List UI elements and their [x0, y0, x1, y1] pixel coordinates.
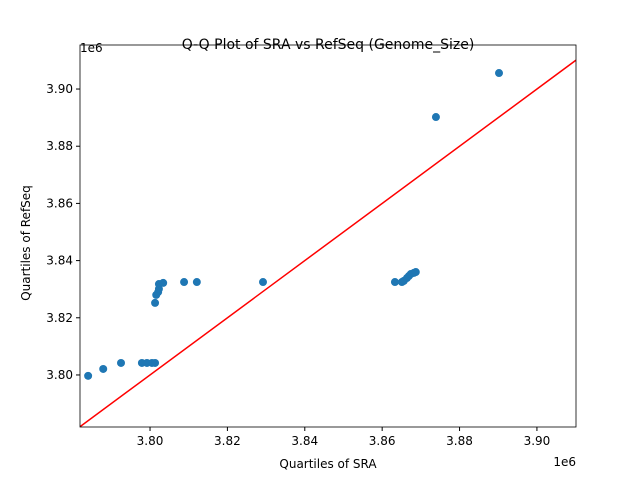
point — [390, 278, 399, 287]
point — [259, 278, 268, 287]
point — [151, 298, 160, 307]
point — [84, 371, 93, 380]
point — [117, 358, 126, 367]
point — [151, 358, 160, 367]
x-tick-label: 3.88 — [446, 434, 473, 448]
x-tick-label: 3.80 — [137, 434, 164, 448]
y-offset: 1e6 — [80, 41, 103, 55]
point — [431, 113, 440, 122]
x-tick-label: 3.84 — [291, 434, 318, 448]
x-axis-label: Quartiles of SRA — [279, 457, 377, 471]
x-tick-label: 3.90 — [524, 434, 551, 448]
reference-line — [80, 59, 576, 427]
y-axis-label: Quartiles of RefSeq — [19, 185, 33, 301]
x-offset: 1e6 — [553, 455, 576, 469]
y-tick-label: 3.84 — [46, 254, 73, 268]
y-tick-label: 3.80 — [46, 368, 73, 382]
point — [411, 268, 420, 277]
point — [99, 364, 108, 373]
point — [159, 278, 168, 287]
point — [192, 278, 201, 287]
y-tick-label: 3.86 — [46, 196, 73, 210]
x-tick-label: 3.82 — [214, 434, 241, 448]
y-tick-label: 3.90 — [46, 82, 73, 96]
point — [495, 69, 504, 78]
y-tick-label: 3.88 — [46, 139, 73, 153]
x-tick-label: 3.86 — [369, 434, 396, 448]
y-tick-label: 3.82 — [46, 311, 73, 325]
point — [180, 278, 189, 287]
plot-frame — [79, 44, 577, 428]
